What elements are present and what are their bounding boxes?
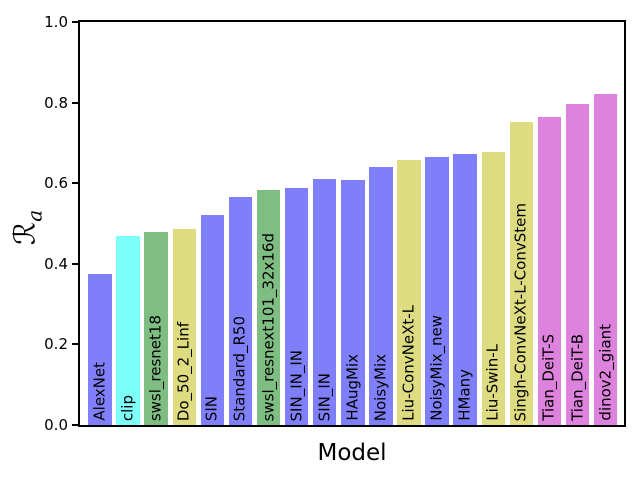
y-tick-label: 0.0 — [44, 416, 68, 434]
bar-label: SIN — [202, 395, 221, 421]
y-axis-label-subscript: a — [22, 209, 47, 222]
bar-label: swsl_resnext101_32x16d — [259, 232, 278, 421]
y-tick-label: 0.2 — [44, 335, 68, 354]
bar: AlexNet — [88, 273, 112, 425]
bar: HMany — [453, 154, 477, 425]
y-axis-label: ℛa — [8, 182, 47, 272]
bar: NoisyMix_new — [425, 157, 449, 425]
bar: Tian_DeiT-B — [565, 104, 590, 425]
bar-label: Singh-ConvNeXt-L-ConvStem — [511, 202, 530, 421]
x-axis-label: Model — [317, 440, 387, 466]
y-tick-label: 0.4 — [44, 254, 68, 273]
bar: Standard_R50 — [228, 196, 253, 425]
bar: Tian_DeiT-S — [537, 117, 562, 425]
y-tick-label: 0.6 — [44, 174, 68, 193]
bar-label: Do_50_2_Linf — [174, 321, 193, 421]
y-tick-mark — [72, 182, 79, 185]
bar-label: swsl_resnet18 — [146, 314, 165, 421]
bar: Liu-ConvNeXt-L — [397, 160, 421, 425]
bar-label: Liu-Swin-L — [483, 344, 502, 421]
bar: Liu-Swin-L — [481, 151, 505, 425]
bar-label: clip — [118, 394, 137, 421]
y-tick-mark — [72, 343, 79, 346]
plot-area: AlexNet clip swsl_resnet18 Do_50_2_Linf SIN S… — [78, 20, 626, 427]
bar-label: NoisyMix_new — [427, 315, 446, 421]
bar: swsl_resnet18 — [144, 232, 168, 425]
y-tick-mark — [72, 424, 79, 426]
bar-label: Standard_R50 — [230, 315, 249, 421]
y-tick-mark — [72, 21, 79, 23]
bar: SIN_IN — [313, 179, 337, 425]
bar: clip — [116, 235, 140, 425]
bars-container: AlexNet clip swsl_resnet18 Do_50_2_Linf SIN S… — [80, 22, 624, 425]
bar: swsl_resnext101_32x16d — [256, 189, 281, 425]
y-tick-label: 0.8 — [44, 93, 68, 112]
bar-label: HAugMix — [343, 354, 362, 421]
bar: Do_50_2_Linf — [172, 228, 196, 425]
bar-label: NoisyMix — [371, 353, 390, 421]
bar-label: Tian_DeiT-B — [568, 334, 587, 421]
bar-label: dinov2_giant — [596, 324, 615, 421]
y-tick-label: 1.0 — [44, 13, 68, 31]
y-tick-mark — [72, 262, 79, 265]
bar: HAugMix — [341, 179, 365, 425]
bar-label: SIN_IN — [315, 372, 334, 421]
y-tick-mark — [72, 101, 79, 104]
bar-label: AlexNet — [90, 362, 109, 421]
y-axis-label-main: ℛ — [7, 221, 42, 245]
bar-label: Liu-ConvNeXt-L — [399, 305, 418, 421]
bar-label: SIN_IN_IN — [287, 349, 306, 421]
bar-label: HMany — [455, 369, 474, 421]
bar: NoisyMix — [369, 166, 393, 425]
bar-label: Tian_DeiT-S — [539, 334, 558, 421]
bar: SIN_IN_IN — [284, 188, 309, 425]
bar: SIN — [200, 214, 225, 425]
bar: dinov2_giant — [593, 93, 618, 425]
bar: Singh-ConvNeXt-L-ConvStem — [509, 121, 534, 425]
